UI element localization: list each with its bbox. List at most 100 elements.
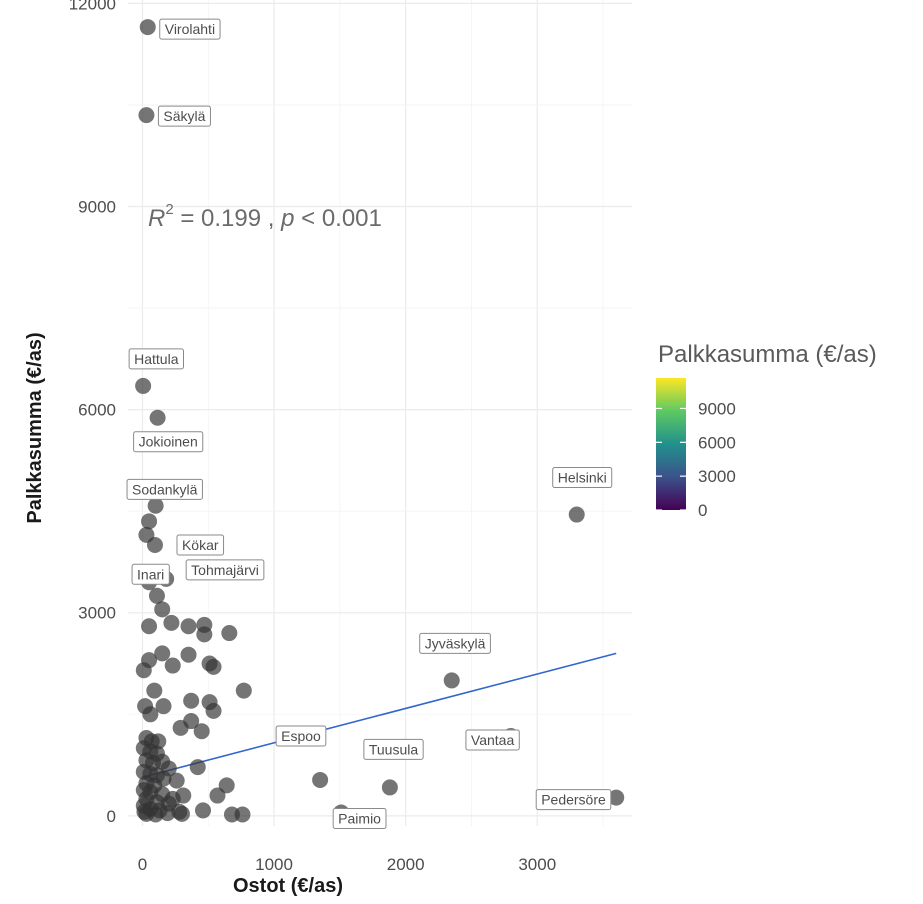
data-point: [234, 806, 251, 823]
x-tick-label: 0: [138, 855, 147, 874]
data-point: [141, 618, 158, 635]
data-point: [146, 682, 163, 699]
point-labels: Virolahti Säkylä Hattula Jokioinen Sodankylä…: [126, 18, 613, 829]
y-tick-label: 12000: [69, 0, 116, 13]
data-point: [180, 618, 197, 635]
point-label-box: [275, 725, 327, 747]
x-axis-title: Ostot (€/as): [233, 875, 343, 897]
data-point: [205, 702, 222, 719]
data-point: [195, 802, 212, 819]
point-label-box: [159, 18, 221, 40]
x-tick-label: 3000: [518, 855, 556, 874]
y-tick-label: 3000: [78, 604, 116, 623]
data-point: [138, 107, 155, 124]
data-point: [141, 513, 158, 530]
data-point: [148, 587, 165, 604]
point-label-box: [552, 467, 613, 489]
data-point: [147, 497, 164, 514]
point-label-text: Säkylä: [163, 108, 205, 124]
point-label: Tuusula: [363, 738, 424, 760]
data-point: [168, 772, 185, 789]
point-label-box: [131, 563, 170, 585]
point-label: Paimio: [332, 807, 387, 829]
data-point: [149, 409, 166, 426]
data-point: [141, 652, 158, 669]
point-label-box: [363, 738, 424, 760]
legend-tick-label: 6000: [698, 433, 736, 452]
y-tick-label: 6000: [78, 401, 116, 420]
point-label-text: Paimio: [338, 810, 381, 826]
legend-ticks: 0 3000 6000 9000: [656, 399, 736, 520]
point-label-text: Kökar: [182, 537, 219, 553]
trend-line-layer: [142, 652, 617, 779]
data-point: [155, 698, 172, 715]
r-exponent: 2: [165, 201, 173, 218]
data-point: [172, 719, 189, 736]
point-label-text: Jokioinen: [139, 434, 198, 450]
regression-annotation: R2 = 0.199 , p < 0.001: [148, 201, 382, 232]
point-label-text: Tuusula: [369, 741, 419, 757]
point-label-text: Hattula: [134, 351, 179, 367]
point-label-text: Inari: [137, 566, 164, 582]
point-label: Jyväskylä: [419, 632, 491, 654]
color-legend: Palkkasumma (€/as) 0 3000 6000 9000: [656, 341, 877, 520]
legend-title: Palkkasumma (€/as): [658, 341, 877, 368]
point-label-text: Vantaa: [471, 732, 515, 748]
annotation-mid: = 0.199 ,: [174, 205, 281, 232]
point-label: Espoo: [275, 725, 327, 747]
point-label-box: [133, 431, 204, 453]
point-label-box: [128, 348, 184, 370]
plot-grid: [128, 0, 632, 826]
legend-colorbar: [656, 378, 686, 510]
data-point: [608, 789, 625, 806]
point-label-box: [419, 632, 491, 654]
y-tick-label: 9000: [78, 198, 116, 217]
data-point: [154, 645, 171, 662]
data-point: [173, 805, 190, 822]
annotation-end: < 0.001: [294, 205, 381, 232]
point-label: Virolahti: [159, 18, 221, 40]
data-point: [159, 805, 176, 822]
data-point: [193, 723, 210, 740]
point-label: Hattula: [128, 348, 184, 370]
point-label: Inari: [131, 563, 170, 585]
trend-line: [142, 652, 617, 779]
point-label-text: Jyväskylä: [425, 635, 486, 651]
point-label-box: [332, 807, 387, 829]
point-label: Säkylä: [157, 105, 211, 127]
r-symbol: R: [148, 205, 165, 232]
y-axis-title: Palkkasumma (€/as): [24, 332, 46, 523]
point-label-text: Tohmajärvi: [191, 562, 259, 578]
legend-tick-label: 3000: [698, 467, 736, 486]
point-label-box: [176, 534, 225, 556]
data-point: [443, 672, 460, 689]
point-label-box: [185, 559, 265, 581]
point-label-box: [126, 478, 203, 500]
point-label-text: Virolahti: [165, 21, 215, 37]
y-tick-label: 0: [107, 807, 116, 826]
data-point: [196, 626, 213, 643]
data-point: [218, 777, 235, 794]
point-label-text: Sodankylä: [132, 481, 198, 497]
axis-ticks: 0 1000 2000 3000 0 3000 6000 9000 12000: [69, 0, 556, 874]
data-point: [164, 657, 181, 674]
point-label: Vantaa: [465, 729, 520, 751]
data-point: [312, 771, 329, 788]
data-point: [205, 658, 222, 675]
data-point: [209, 787, 226, 804]
data-point: [154, 601, 171, 618]
point-label-text: Espoo: [281, 728, 321, 744]
data-point: [568, 506, 585, 523]
p-symbol: p: [280, 205, 294, 232]
data-point: [180, 646, 197, 663]
point-label-text: Pedersöre: [541, 792, 606, 808]
point-label: Helsinki: [552, 467, 613, 489]
legend-tick-label: 9000: [698, 399, 736, 418]
point-label: Pedersöre: [535, 789, 612, 811]
point-label-box: [535, 789, 612, 811]
data-point: [163, 614, 180, 631]
data-point: [189, 759, 206, 776]
data-point: [136, 803, 153, 820]
point-label: Tohmajärvi: [185, 559, 265, 581]
